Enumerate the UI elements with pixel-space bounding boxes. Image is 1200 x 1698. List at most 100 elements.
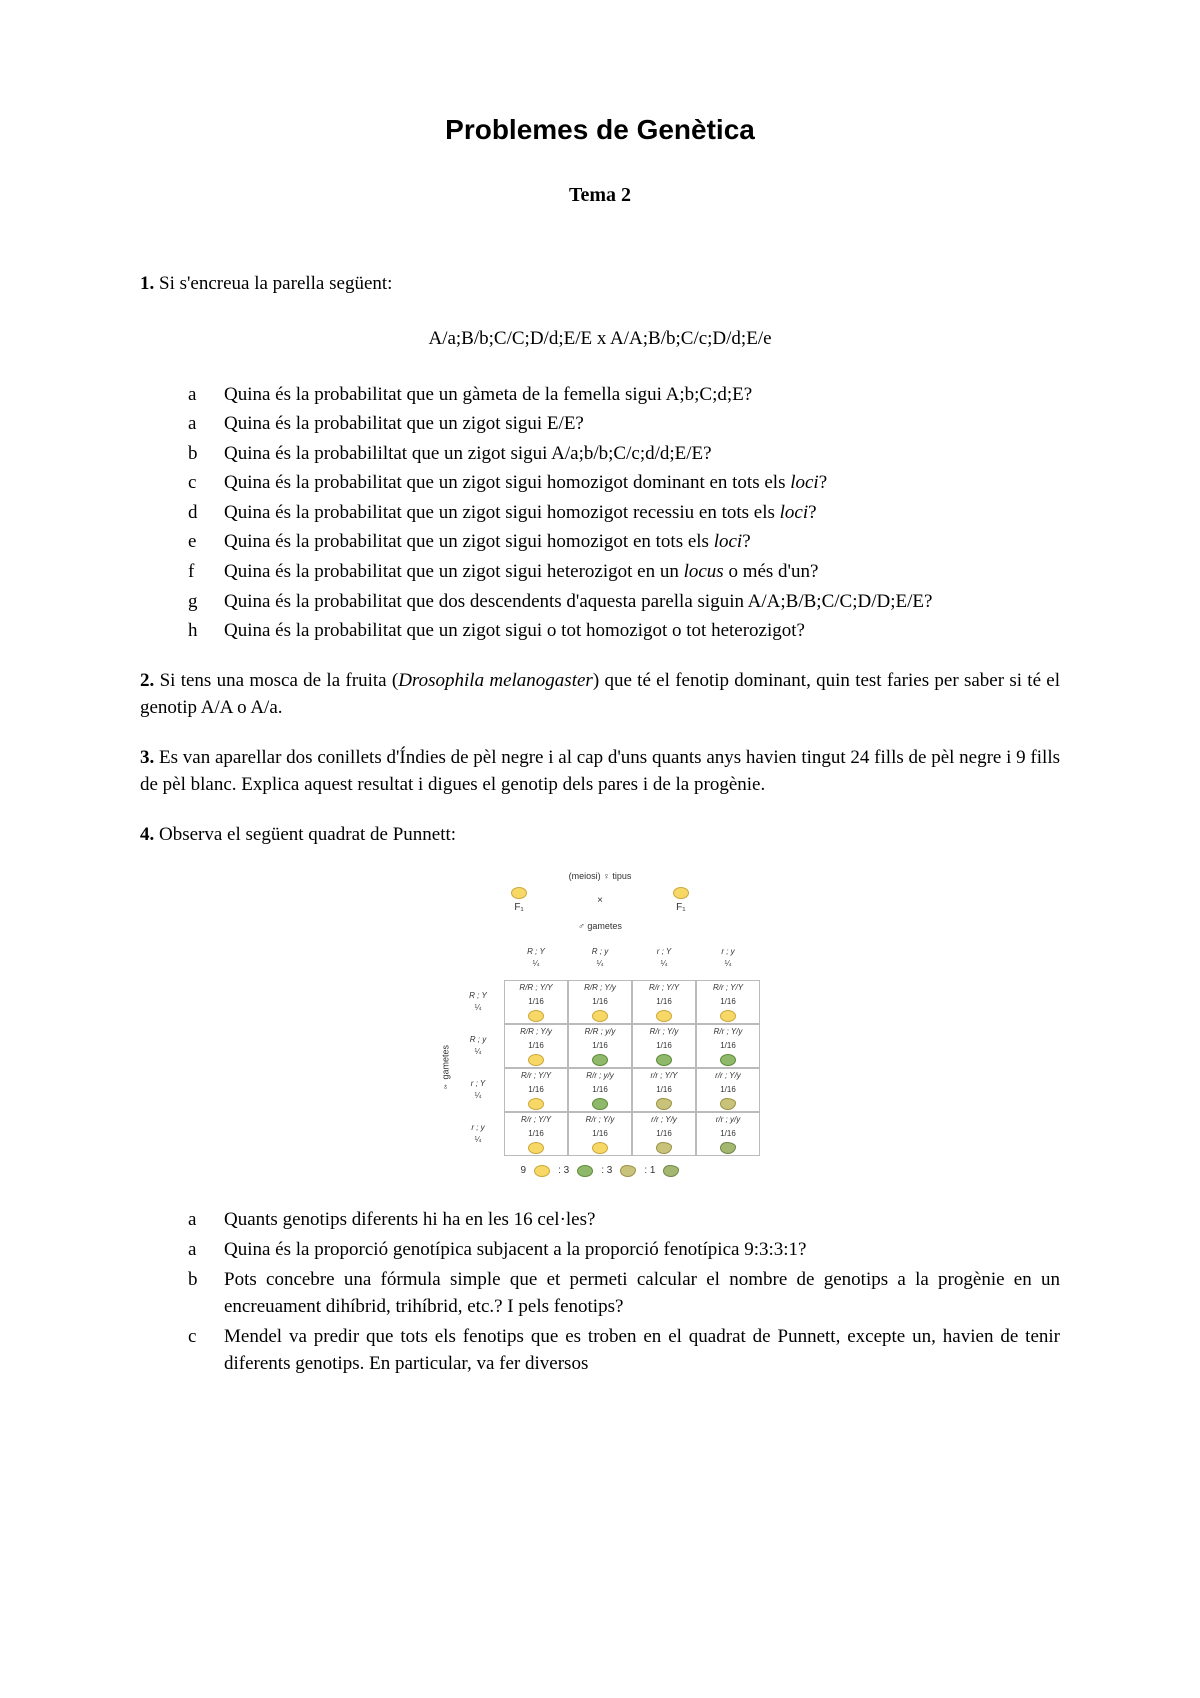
punnett-cell: r/r ; y/y 1/16: [696, 1112, 760, 1156]
pea-icon: [592, 1054, 608, 1066]
problem-2-num: 2.: [140, 670, 154, 691]
punnett-row-head: r ; y¼: [452, 1112, 504, 1156]
page-title: Problemes de Genètica: [140, 110, 1060, 151]
sub-item-text: Quina és la probabilitat que un zigot si…: [224, 499, 1060, 527]
problem-1-item: d Quina és la probabilitat que un zigot s…: [188, 499, 1060, 527]
problem-3-text: Es van aparellar dos conillets d'Índies …: [140, 747, 1060, 796]
sub-item-text: Quants genotips diferents hi ha en les 1…: [224, 1206, 1060, 1234]
punnett-col-head: R ; Y¼: [504, 936, 568, 980]
problem-1-item: g Quina és la probabilitat que dos descen…: [188, 588, 1060, 616]
sub-item-letter: a: [188, 410, 206, 438]
sub-item-text: Quina és la probabilitat que dos descend…: [224, 588, 1060, 616]
ratio-part: : 3: [601, 1164, 612, 1179]
punnett-row: R ; Y¼ R/R ; Y/Y 1/16 R/R ; Y/y 1/16 R/r…: [452, 980, 760, 1024]
punnett-row: r ; y¼ R/r ; Y/Y 1/16 R/r ; Y/y 1/16 r/r…: [452, 1112, 760, 1156]
sub-item-letter: b: [188, 440, 206, 468]
punnett-row-head: r ; Y¼: [452, 1068, 504, 1112]
punnett-parents: F₁ × F₁: [440, 887, 760, 916]
problem-4: 4. Observa el següent quadrat de Punnett…: [140, 821, 1060, 849]
pea-icon: [592, 1010, 608, 1022]
pea-icon: [511, 887, 527, 899]
punnett-top-label: (meiosi) ♀ tipus: [440, 870, 760, 883]
punnett-cell: R/r ; Y/Y 1/16: [504, 1068, 568, 1112]
sub-item-text: Quina és la proporció genotípica subjace…: [224, 1236, 1060, 1264]
punnett-cell: R/R ; y/y 1/16: [568, 1024, 632, 1068]
punnett-cell: R/R ; Y/y 1/16: [568, 980, 632, 1024]
punnett-ratio: 9: 3: 3: 1: [440, 1164, 760, 1179]
problem-1-item: h Quina és la probabilitat que un zigot s…: [188, 617, 1060, 645]
punnett-cell: R/r ; Y/y 1/16: [568, 1112, 632, 1156]
sub-item-letter: a: [188, 1236, 206, 1264]
punnett-cell: R/r ; Y/Y 1/16: [632, 980, 696, 1024]
punnett-row: R ; y¼ R/R ; Y/y 1/16 R/R ; y/y 1/16 R/r…: [452, 1024, 760, 1068]
punnett-cell: R/R ; Y/Y 1/16: [504, 980, 568, 1024]
punnett-row-head: R ; y¼: [452, 1024, 504, 1068]
punnett-cell: r/r ; Y/Y 1/16: [632, 1068, 696, 1112]
pea-icon: [720, 1098, 736, 1110]
punnett-row: r ; Y¼ R/r ; Y/Y 1/16 R/r ; y/y 1/16 r/r…: [452, 1068, 760, 1112]
problem-4-item: bPots concebre una fórmula simple que et…: [188, 1266, 1060, 1321]
punnett-cell: R/r ; Y/Y 1/16: [504, 1112, 568, 1156]
sub-item-text: Quina és la probabililtat que un zigot s…: [224, 440, 1060, 468]
sub-item-letter: c: [188, 1323, 206, 1378]
punnett-cell: R/r ; Y/Y 1/16: [696, 980, 760, 1024]
problem-1-item: e Quina és la probabilitat que un zigot s…: [188, 528, 1060, 556]
problem-3: 3. Es van aparellar dos conillets d'Índi…: [140, 744, 1060, 799]
pea-icon: [656, 1010, 672, 1022]
sub-item-text: Quina és la probabilitat que un gàmeta d…: [224, 381, 1060, 409]
problem-1-item: a Quina és la probabilitat que un gàmeta …: [188, 381, 1060, 409]
problem-4-item: c Mendel va predir que tots els fenotips …: [188, 1323, 1060, 1378]
problem-2-text: Si tens una mosca de la fruita (Drosophi…: [140, 670, 1060, 719]
problem-1-item: b Quina és la probabililtat que un zigot …: [188, 440, 1060, 468]
punnett-cell: r/r ; Y/y 1/16: [632, 1112, 696, 1156]
pea-icon: [534, 1165, 550, 1177]
pea-icon: [656, 1054, 672, 1066]
pea-icon: [577, 1165, 593, 1177]
sub-item-letter: f: [188, 558, 206, 586]
sub-item-letter: h: [188, 617, 206, 645]
sub-item-letter: e: [188, 528, 206, 556]
problem-1-item: a Quina és la probabilitat que un zigot s…: [188, 410, 1060, 438]
sub-item-letter: a: [188, 381, 206, 409]
problem-1-item: cQuina és la probabilitat que un zigot s…: [188, 469, 1060, 497]
problem-1-cross: A/a;B/b;C/C;D/d;E/E x A/A;B/b;C/c;D/d;E/…: [140, 325, 1060, 353]
sub-item-text: Mendel va predir que tots els fenotips q…: [224, 1323, 1060, 1378]
problem-1: 1. Si s'encreua la parella següent:: [140, 270, 1060, 298]
punnett-side-label: ♀ gametes: [440, 980, 452, 1156]
punnett-row-head: R ; Y¼: [452, 980, 504, 1024]
pea-icon: [620, 1165, 636, 1177]
punnett-cell: r/r ; Y/y 1/16: [696, 1068, 760, 1112]
problem-1-sublist: a Quina és la probabilitat que un gàmeta …: [140, 381, 1060, 645]
pea-icon: [720, 1142, 736, 1154]
pea-icon: [528, 1142, 544, 1154]
pea-icon: [720, 1054, 736, 1066]
punnett-cell: R/r ; Y/y 1/16: [696, 1024, 760, 1068]
problem-3-num: 3.: [140, 747, 154, 768]
punnett-cell: R/r ; y/y 1/16: [568, 1068, 632, 1112]
punnett-col-head: R ; y¼: [568, 936, 632, 980]
pea-icon: [656, 1142, 672, 1154]
punnett-square: (meiosi) ♀ tipus F₁ × F₁ ♂ gametesR ; Y¼…: [140, 870, 1060, 1178]
problem-4-item: aQuants genotips diferents hi ha en les …: [188, 1206, 1060, 1234]
problem-4-intro: Observa el següent quadrat de Punnett:: [159, 824, 456, 845]
punnett-col-head: r ; Y¼: [632, 936, 696, 980]
pea-icon: [528, 1010, 544, 1022]
punnett-cell: R/R ; Y/y 1/16: [504, 1024, 568, 1068]
punnett-col-head: r ; y¼: [696, 936, 760, 980]
problem-1-intro: Si s'encreua la parella següent:: [159, 273, 392, 294]
sub-item-text: Quina és la probabilitat que un zigot si…: [224, 469, 1060, 497]
sub-item-letter: d: [188, 499, 206, 527]
problem-4-sublist: a Quants genotips diferents hi ha en les …: [140, 1206, 1060, 1377]
pea-icon: [663, 1165, 679, 1177]
ratio-part: 9: [521, 1164, 527, 1179]
pea-icon: [592, 1098, 608, 1110]
pea-icon: [592, 1142, 608, 1154]
pea-icon: [528, 1054, 544, 1066]
sub-item-letter: g: [188, 588, 206, 616]
problem-2: 2. Si tens una mosca de la fruita (Droso…: [140, 667, 1060, 722]
sub-item-text: Quina és la probabilitat que un zigot si…: [224, 410, 1060, 438]
problem-4-num: 4.: [140, 824, 154, 845]
sub-item-text: Quina és la probabilitat que un zigot si…: [224, 617, 1060, 645]
sub-item-text: Quina és la probabilitat que un zigot si…: [224, 528, 1060, 556]
pea-icon: [720, 1010, 736, 1022]
